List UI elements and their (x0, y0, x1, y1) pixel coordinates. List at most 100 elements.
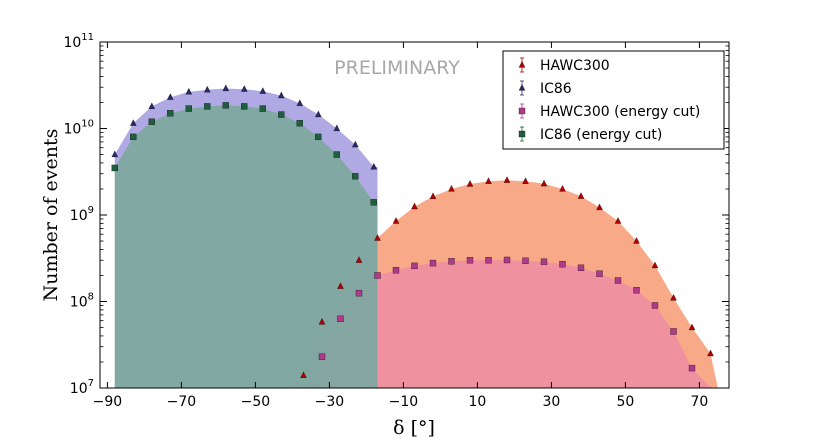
data-point-ic86-energy-cut (333, 151, 340, 158)
x-tick-label: −10 (389, 394, 419, 410)
data-point-hawc300 (337, 282, 344, 289)
data-point-hawc300-energy-cut (503, 256, 511, 264)
data-point-hawc300 (300, 371, 307, 378)
y-tick-label: 107 (70, 378, 94, 397)
data-point-ic86-energy-cut (111, 164, 118, 172)
x-tick-label: 30 (542, 394, 560, 410)
data-point-ic86 (370, 162, 378, 170)
legend-label-hawc300: HAWC300 (540, 58, 610, 74)
data-point-ic86 (315, 110, 322, 118)
data-markers (111, 84, 714, 378)
data-point-hawc300 (633, 237, 640, 244)
x-axis-title: δ [°] (393, 417, 435, 439)
data-point-ic86-energy-cut (352, 173, 359, 180)
data-point-hawc300-energy-cut (614, 277, 622, 284)
data-point-hawc300 (707, 349, 714, 357)
data-point-hawc300-energy-cut (429, 259, 437, 267)
legend-marker-hawc300 (518, 61, 526, 68)
data-point-ic86-energy-cut (204, 103, 211, 110)
legend-box (502, 50, 725, 150)
data-point-ic86 (241, 85, 248, 92)
data-point-ic86-energy-cut (241, 103, 248, 110)
data-point-hawc300-energy-cut (485, 257, 492, 264)
data-point-hawc300 (466, 180, 474, 187)
data-point-ic86-energy-cut (278, 111, 285, 118)
data-point-ic86 (111, 150, 119, 158)
fill-area-hawc300-energy-cut (314, 260, 711, 388)
watermark-text: PRELIMINARY (334, 57, 460, 79)
data-point-hawc300-energy-cut (688, 364, 696, 372)
legend-label-ic86-energy-cut: IC86 (energy cut) (540, 127, 662, 143)
data-point-hawc300 (318, 318, 326, 325)
data-point-ic86-energy-cut (185, 105, 192, 112)
data-point-ic86 (185, 87, 193, 95)
data-point-ic86 (333, 124, 341, 132)
data-point-hawc300 (540, 179, 548, 187)
fill-areas (114, 88, 718, 389)
data-point-hawc300-energy-cut (374, 272, 381, 279)
data-point-hawc300-energy-cut (651, 302, 659, 309)
fill-area-ic86-energy-cut (114, 105, 378, 389)
data-point-ic86 (222, 84, 230, 92)
data-point-hawc300 (448, 185, 455, 192)
data-point-hawc300 (577, 192, 585, 199)
data-point-hawc300-energy-cut (337, 315, 344, 323)
data-point-hawc300-energy-cut (670, 328, 677, 335)
data-point-hawc300-energy-cut (318, 353, 326, 360)
legend: HAWC300 IC86 HAWC300 (energy cut) IC86 (ene… (502, 50, 725, 150)
data-point-ic86-energy-cut (259, 105, 266, 112)
data-point-ic86 (204, 85, 211, 93)
x-tick-label: −90 (93, 394, 123, 410)
data-point-hawc300-energy-cut (522, 257, 529, 264)
data-point-hawc300 (614, 217, 622, 224)
data-point-ic86-energy-cut (130, 133, 137, 141)
data-point-hawc300-energy-cut (577, 264, 585, 271)
data-point-ic86-energy-cut (222, 102, 229, 109)
data-point-hawc300-energy-cut (355, 289, 363, 297)
x-tick-label: 70 (690, 394, 708, 410)
x-tick-label: 50 (616, 394, 634, 410)
y-tick-label: 108 (70, 292, 94, 311)
data-point-hawc300 (670, 293, 677, 301)
data-point-hawc300-energy-cut (540, 258, 548, 265)
data-point-ic86 (296, 99, 304, 106)
x-tick-label: −30 (315, 394, 345, 410)
data-point-ic86 (148, 102, 156, 109)
legend-label-hawc300-energy-cut: HAWC300 (energy cut) (540, 104, 700, 120)
data-point-hawc300-energy-cut (392, 267, 400, 274)
y-tick-label: 109 (70, 205, 94, 224)
data-point-ic86-energy-cut (167, 110, 174, 117)
legend-marker-ic86 (518, 84, 526, 91)
data-point-ic86-energy-cut (148, 118, 155, 125)
data-point-hawc300 (596, 203, 603, 211)
legend-marker-ic86-energy-cut (518, 130, 526, 138)
data-point-hawc300 (522, 177, 529, 184)
data-point-ic86 (167, 93, 174, 100)
data-point-ic86-energy-cut (315, 133, 322, 141)
data-point-hawc300-energy-cut (559, 261, 566, 268)
data-point-hawc300-energy-cut (633, 287, 640, 294)
data-point-hawc300 (392, 217, 400, 224)
legend-label-ic86: IC86 (540, 81, 572, 97)
data-point-hawc300-energy-cut (466, 257, 474, 264)
y-tick-label: 1010 (63, 119, 94, 138)
x-tick-label: 10 (468, 394, 486, 410)
data-point-ic86 (130, 119, 137, 126)
data-point-hawc300 (503, 176, 511, 183)
data-point-hawc300 (651, 261, 659, 269)
y-tick-label: 1011 (63, 32, 94, 51)
data-point-hawc300 (485, 177, 492, 184)
data-point-hawc300 (411, 202, 418, 210)
data-point-hawc300-energy-cut (448, 258, 455, 265)
data-point-hawc300 (355, 256, 363, 263)
data-point-hawc300 (688, 323, 696, 331)
data-point-ic86-energy-cut (296, 120, 303, 127)
x-tick-label: −50 (241, 394, 271, 410)
data-point-ic86 (278, 91, 285, 99)
y-axis-title: Number of events (40, 129, 62, 302)
data-point-hawc300 (374, 234, 381, 241)
data-point-hawc300-energy-cut (596, 270, 603, 277)
data-point-hawc300-energy-cut (411, 262, 418, 270)
data-point-ic86 (352, 140, 359, 148)
